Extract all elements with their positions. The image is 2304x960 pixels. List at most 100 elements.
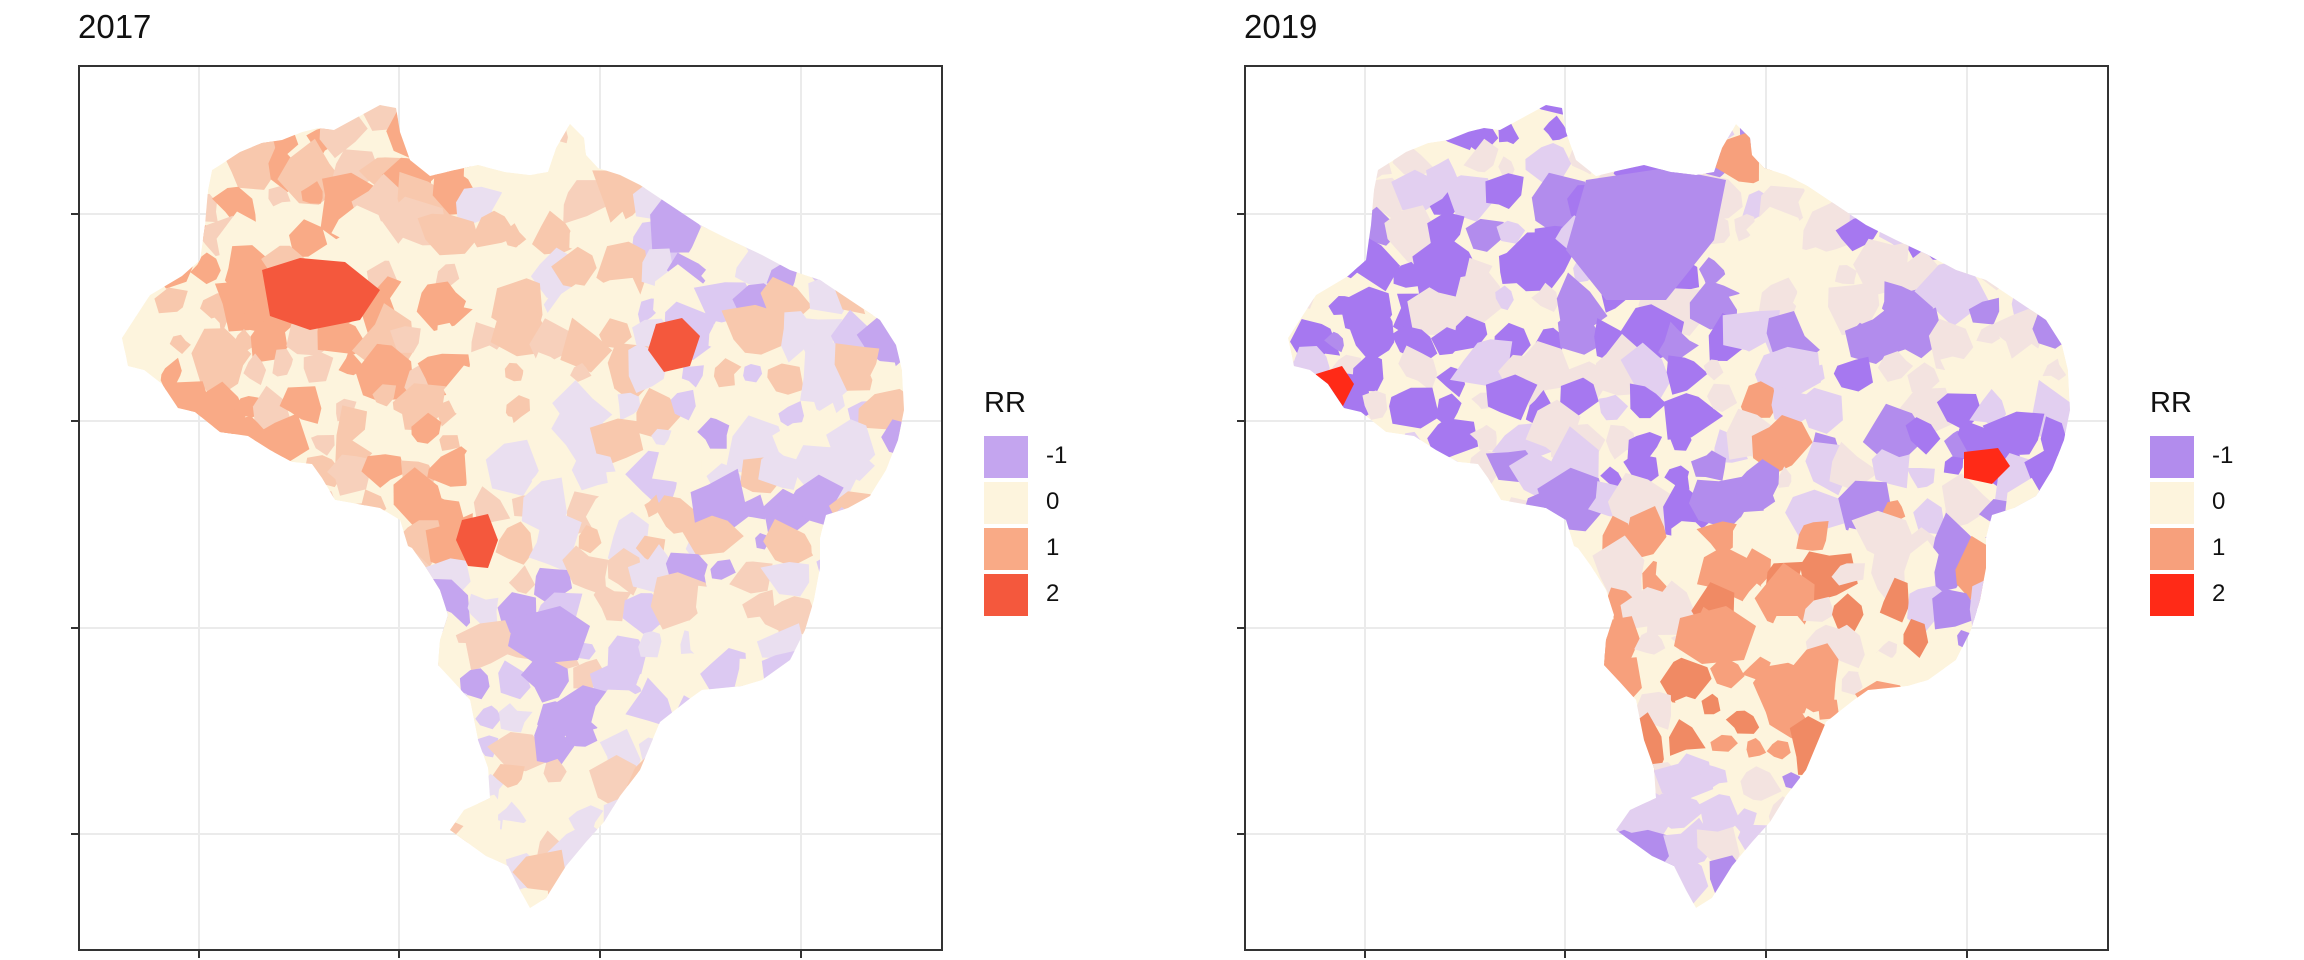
region-tile: [834, 343, 880, 391]
region-tile: [573, 150, 602, 187]
region-tile: [1543, 115, 1570, 141]
region-tile: [650, 192, 703, 253]
region-tile: [311, 435, 335, 456]
region-tile: [870, 360, 899, 389]
legend-swatch: [2150, 482, 2194, 524]
region-tile: [680, 424, 701, 444]
region-tile: [504, 223, 527, 248]
region-tile: [411, 412, 442, 444]
region-tile: [617, 392, 641, 421]
legend-label: -1: [2212, 442, 2234, 469]
region-tile: [243, 353, 267, 386]
region-tile: [1862, 403, 1928, 459]
region-tile: [317, 318, 368, 355]
region-tile: [134, 351, 156, 373]
region-tile: [1936, 393, 1983, 431]
region-tile: [1800, 551, 1858, 602]
region-tile: [1771, 384, 1813, 423]
region-tile: [495, 521, 534, 565]
region-tile: [303, 352, 334, 383]
region-tile: [491, 178, 557, 234]
region-tile: [427, 446, 471, 487]
legend: RR -1 0 1 2: [984, 386, 1134, 618]
region-tile: [1660, 657, 1712, 705]
panel-title: 2019: [1244, 8, 1318, 45]
region-tile: [1598, 394, 1629, 421]
region-tile: [1634, 629, 1666, 655]
region-tile: [1913, 498, 1944, 535]
region-tile: [562, 545, 609, 597]
region-tile: [563, 180, 610, 224]
region-tile: [1793, 291, 1827, 330]
region-tile: [1871, 449, 1910, 489]
panel-2017: 2017 RR -1 0 1 2: [71, 8, 1134, 958]
region-tile: [721, 304, 789, 355]
region-tile: [1831, 563, 1865, 586]
hotspot-region: [1566, 168, 1726, 300]
region-tile: [710, 559, 736, 580]
hotspot-region: [1674, 606, 1756, 664]
legend-title: RR: [984, 387, 1026, 419]
region-tile: [485, 439, 539, 496]
region-tile: [372, 384, 397, 407]
region-tile: [1784, 247, 1843, 288]
region-tile: [1905, 417, 1941, 455]
region-tile: [1903, 618, 1929, 658]
region-tile: [1734, 214, 1756, 242]
region-tile: [1736, 548, 1771, 586]
region-tile: [638, 631, 662, 658]
region-tile: [475, 705, 502, 730]
region-tile: [1699, 257, 1726, 288]
region-tile: [1982, 411, 2045, 456]
hotspot-region: [456, 514, 498, 568]
region-tile: [1465, 218, 1504, 252]
region-tile: [1664, 465, 1690, 490]
hotspot-region: [508, 606, 590, 664]
region-tile: [1732, 509, 1781, 570]
region-tile: [1697, 546, 1762, 602]
region-tile: [625, 677, 673, 727]
legend-label: 1: [2212, 534, 2226, 561]
region-tile: [1835, 265, 1857, 285]
region-tile: [1710, 656, 1745, 689]
region-tile: [499, 819, 542, 863]
legend-item: -1: [984, 434, 1134, 480]
region-tile: [1728, 253, 1759, 290]
region-tile: [1450, 339, 1513, 389]
region-tile: [636, 387, 681, 440]
region-tile: [697, 417, 730, 449]
region-tile: [1886, 305, 1944, 359]
legend-label: 0: [2212, 488, 2226, 515]
region-tile: [1833, 356, 1873, 392]
region-tile: [390, 278, 448, 326]
region-tile: [1531, 172, 1586, 238]
legend-swatch: [984, 436, 1028, 478]
region-tile: [1689, 476, 1753, 529]
region-tile: [1824, 624, 1865, 669]
region-tile: [743, 364, 763, 383]
legend-title: RR: [2150, 387, 2192, 419]
region-tile: [551, 246, 597, 290]
region-tile: [1703, 359, 1724, 381]
region-tile: [638, 298, 659, 325]
region-tile: [1427, 212, 1465, 247]
region-tile: [1877, 351, 1914, 382]
region-tile: [1444, 175, 1495, 222]
region-tile: [1814, 319, 1840, 355]
region-tile: [534, 567, 573, 604]
legend-item: 2: [2150, 572, 2300, 618]
region-tile: [1754, 245, 1808, 296]
region-tile: [532, 210, 581, 255]
region-tile: [599, 318, 632, 349]
region-tile: [1928, 318, 1974, 372]
region-tile: [279, 386, 322, 424]
region-tile: [1469, 424, 1497, 451]
region-tile: [1427, 418, 1479, 463]
region-tile: [1653, 753, 1714, 806]
region-tile: [537, 793, 579, 841]
hotspot-region: [262, 258, 380, 330]
region-tile: [812, 389, 845, 416]
legend-swatch: [2150, 436, 2194, 478]
region-tile: [564, 724, 598, 747]
region-tile: [1828, 281, 1880, 336]
